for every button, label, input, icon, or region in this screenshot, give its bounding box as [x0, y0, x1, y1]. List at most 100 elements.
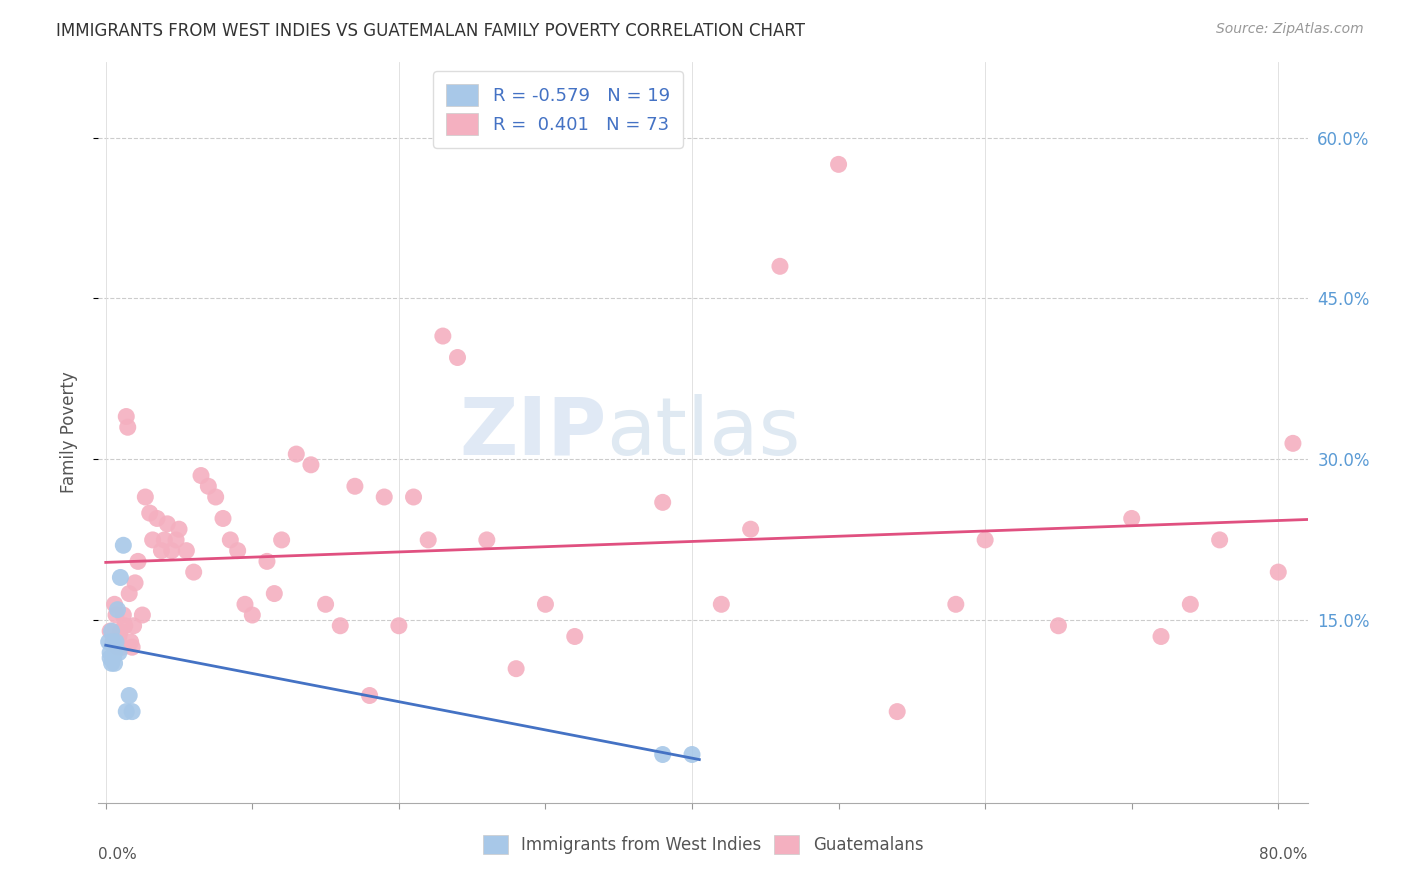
Point: [103, 657, 125, 671]
Point: [165, 533, 187, 547]
Point: [388, 619, 411, 633]
Point: [122, 619, 145, 633]
Point: [114, 619, 136, 633]
Point: [945, 597, 967, 611]
Point: [105, 635, 128, 649]
Point: [108, 646, 131, 660]
Point: [100, 624, 122, 639]
Point: [118, 586, 141, 600]
Point: [101, 651, 124, 665]
Text: 0.0%: 0.0%: [98, 847, 138, 863]
Point: [134, 490, 156, 504]
Point: [97, 635, 120, 649]
Point: [118, 689, 141, 703]
Point: [432, 329, 454, 343]
Point: [100, 657, 122, 671]
Point: [101, 635, 124, 649]
Point: [121, 705, 143, 719]
Point: [681, 747, 703, 762]
Point: [1208, 533, 1230, 547]
Point: [103, 597, 125, 611]
Point: [343, 479, 366, 493]
Text: ZIP: ZIP: [458, 393, 606, 472]
Point: [1180, 597, 1202, 611]
Point: [131, 607, 153, 622]
Point: [112, 607, 135, 622]
Text: IMMIGRANTS FROM WEST INDIES VS GUATEMALAN FAMILY POVERTY CORRELATION CHART: IMMIGRANTS FROM WEST INDIES VS GUATEMALA…: [56, 22, 806, 40]
Point: [270, 533, 292, 547]
Point: [197, 479, 219, 493]
Point: [651, 747, 673, 762]
Point: [176, 543, 198, 558]
Point: [256, 554, 278, 568]
Point: [204, 490, 226, 504]
Point: [233, 597, 256, 611]
Point: [183, 565, 205, 579]
Point: [167, 522, 190, 536]
Point: [219, 533, 242, 547]
Point: [108, 630, 131, 644]
Point: [329, 619, 352, 633]
Text: atlas: atlas: [606, 393, 800, 472]
Point: [373, 490, 395, 504]
Point: [156, 516, 179, 531]
Point: [107, 640, 129, 655]
Point: [240, 607, 263, 622]
Point: [418, 533, 440, 547]
Point: [740, 522, 762, 536]
Point: [138, 506, 160, 520]
Point: [117, 420, 139, 434]
Point: [710, 597, 733, 611]
Point: [534, 597, 557, 611]
Point: [110, 624, 132, 639]
Point: [1282, 436, 1305, 450]
Point: [160, 543, 183, 558]
Point: [359, 689, 381, 703]
Point: [112, 538, 135, 552]
Point: [1267, 565, 1289, 579]
Point: [446, 351, 468, 365]
Point: [1150, 630, 1173, 644]
Point: [101, 635, 124, 649]
Point: [146, 511, 169, 525]
Point: [651, 495, 673, 509]
Point: [315, 597, 337, 611]
Point: [505, 662, 527, 676]
Point: [107, 602, 129, 616]
Point: [285, 447, 308, 461]
Point: [402, 490, 425, 504]
Point: [974, 533, 997, 547]
Point: [98, 646, 121, 660]
Point: [475, 533, 498, 547]
Point: [98, 651, 121, 665]
Point: [263, 586, 285, 600]
Text: 80.0%: 80.0%: [1260, 847, 1308, 863]
Point: [769, 260, 792, 274]
Point: [153, 533, 176, 547]
Point: [120, 635, 142, 649]
Point: [121, 640, 143, 655]
Point: [1121, 511, 1143, 525]
Y-axis label: Family Poverty: Family Poverty: [59, 372, 77, 493]
Point: [98, 624, 121, 639]
Point: [150, 543, 173, 558]
Point: [212, 511, 235, 525]
Point: [564, 630, 586, 644]
Point: [105, 607, 128, 622]
Point: [190, 468, 212, 483]
Point: [103, 646, 125, 660]
Point: [299, 458, 322, 472]
Point: [115, 705, 138, 719]
Text: Source: ZipAtlas.com: Source: ZipAtlas.com: [1216, 22, 1364, 37]
Point: [142, 533, 165, 547]
Point: [111, 640, 134, 655]
Legend: Immigrants from West Indies, Guatemalans: Immigrants from West Indies, Guatemalans: [475, 829, 931, 861]
Point: [886, 705, 908, 719]
Point: [127, 554, 149, 568]
Point: [110, 570, 132, 584]
Point: [827, 157, 849, 171]
Point: [226, 543, 249, 558]
Point: [124, 575, 146, 590]
Point: [115, 409, 138, 424]
Point: [1047, 619, 1070, 633]
